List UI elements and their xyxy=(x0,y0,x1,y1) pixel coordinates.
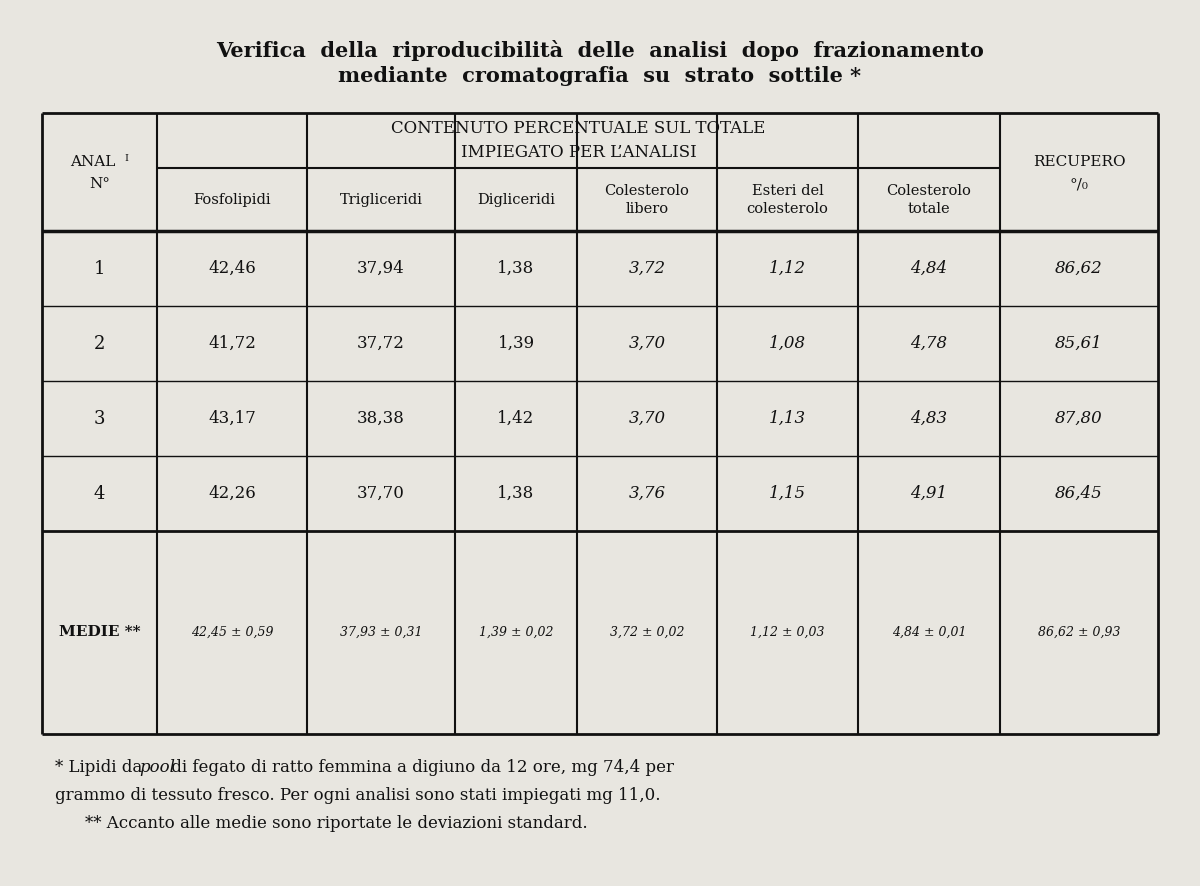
Text: 1,38: 1,38 xyxy=(497,260,535,277)
Text: N°: N° xyxy=(89,177,110,191)
Text: libero: libero xyxy=(625,201,668,215)
Text: colesterolo: colesterolo xyxy=(746,201,828,215)
Text: 1,08: 1,08 xyxy=(769,335,806,352)
Text: 86,62 ± 0,93: 86,62 ± 0,93 xyxy=(1038,626,1121,639)
Text: 86,45: 86,45 xyxy=(1055,485,1103,502)
Text: 1,39: 1,39 xyxy=(498,335,534,352)
Text: 3: 3 xyxy=(94,409,106,428)
Text: 3,72 ± 0,02: 3,72 ± 0,02 xyxy=(610,626,684,639)
Text: pool: pool xyxy=(139,759,175,776)
Text: 1,13: 1,13 xyxy=(769,410,806,427)
Text: 1: 1 xyxy=(94,260,106,277)
Text: 42,46: 42,46 xyxy=(208,260,256,277)
Text: Esteri del: Esteri del xyxy=(751,183,823,198)
Text: Fosfolipidi: Fosfolipidi xyxy=(193,192,271,206)
Text: 3,76: 3,76 xyxy=(629,485,666,502)
Text: °/₀: °/₀ xyxy=(1069,177,1088,191)
Text: 42,26: 42,26 xyxy=(208,485,256,502)
Text: 37,94: 37,94 xyxy=(358,260,404,277)
Text: Verifica  della  riproducibilità  delle  analisi  dopo  frazionamento: Verifica della riproducibilità delle ana… xyxy=(216,40,984,60)
Text: 1,12: 1,12 xyxy=(769,260,806,277)
Text: 1,15: 1,15 xyxy=(769,485,806,502)
Text: 37,93 ± 0,31: 37,93 ± 0,31 xyxy=(340,626,422,639)
Text: 4,78: 4,78 xyxy=(911,335,948,352)
Text: 37,72: 37,72 xyxy=(358,335,404,352)
Text: ANAL  ᴵ: ANAL ᴵ xyxy=(70,155,128,169)
Text: mediante  cromatografia  su  strato  sottile *: mediante cromatografia su strato sottile… xyxy=(338,66,862,86)
Text: 3,70: 3,70 xyxy=(629,335,666,352)
Text: MEDIE **: MEDIE ** xyxy=(59,626,140,640)
Text: Trigliceridi: Trigliceridi xyxy=(340,192,422,206)
Text: ** Accanto alle medie sono riportate le deviazioni standard.: ** Accanto alle medie sono riportate le … xyxy=(85,814,588,831)
Text: totale: totale xyxy=(907,201,950,215)
Text: 37,70: 37,70 xyxy=(358,485,404,502)
Text: IMPIEGATO PER L’ANALISI: IMPIEGATO PER L’ANALISI xyxy=(461,144,696,161)
Text: 1,12 ± 0,03: 1,12 ± 0,03 xyxy=(750,626,824,639)
Text: 3,70: 3,70 xyxy=(629,410,666,427)
Text: 2: 2 xyxy=(94,335,106,353)
Text: Colesterolo: Colesterolo xyxy=(887,183,972,198)
Text: 42,45 ± 0,59: 42,45 ± 0,59 xyxy=(191,626,274,639)
Text: 38,38: 38,38 xyxy=(358,410,404,427)
Text: 41,72: 41,72 xyxy=(208,335,256,352)
Text: 85,61: 85,61 xyxy=(1055,335,1103,352)
Text: 87,80: 87,80 xyxy=(1055,410,1103,427)
Text: 4,84: 4,84 xyxy=(911,260,948,277)
Text: 1,42: 1,42 xyxy=(497,410,535,427)
Text: di fegato di ratto femmina a digiuno da 12 ore, mg 74,4 per: di fegato di ratto femmina a digiuno da … xyxy=(166,759,673,776)
Text: 1,39 ± 0,02: 1,39 ± 0,02 xyxy=(479,626,553,639)
Text: 4,91: 4,91 xyxy=(911,485,948,502)
Text: 43,17: 43,17 xyxy=(208,410,256,427)
Text: 4,83: 4,83 xyxy=(911,410,948,427)
Text: * Lipidi da: * Lipidi da xyxy=(55,759,148,776)
Text: Colesterolo: Colesterolo xyxy=(605,183,690,198)
Text: grammo di tessuto fresco. Per ogni analisi sono stati impiegati mg 11,0.: grammo di tessuto fresco. Per ogni anali… xyxy=(55,788,660,804)
Text: 3,72: 3,72 xyxy=(629,260,666,277)
Text: 4,84 ± 0,01: 4,84 ± 0,01 xyxy=(892,626,966,639)
Text: Digliceridi: Digliceridi xyxy=(478,192,554,206)
Text: RECUPERO: RECUPERO xyxy=(1033,155,1126,169)
Text: 86,62: 86,62 xyxy=(1055,260,1103,277)
Text: 4: 4 xyxy=(94,485,106,502)
Text: 1,38: 1,38 xyxy=(497,485,535,502)
Text: CONTENUTO PERCENTUALE SUL TOTALE: CONTENUTO PERCENTUALE SUL TOTALE xyxy=(391,120,766,137)
